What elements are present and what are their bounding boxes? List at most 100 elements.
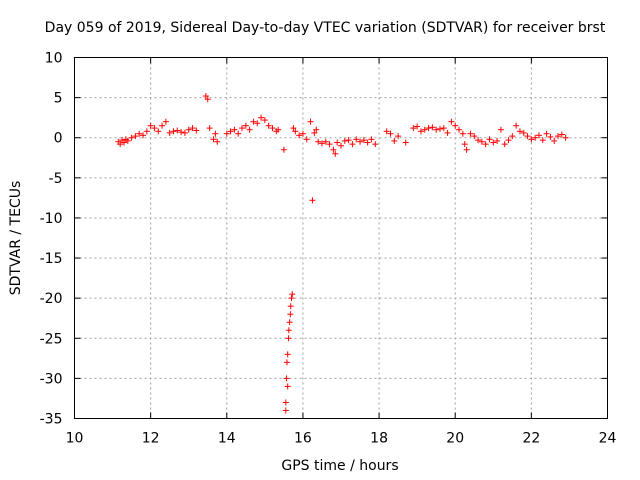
data-point	[395, 133, 402, 140]
data-point	[364, 139, 371, 146]
x-axis-title: GPS time / hours	[281, 458, 398, 474]
data-point	[185, 126, 192, 133]
data-point	[303, 136, 310, 143]
data-point	[497, 126, 504, 133]
y-tick-label: 5	[54, 91, 63, 107]
y-tick-label: -30	[40, 371, 63, 387]
data-point	[471, 133, 478, 140]
data-point	[505, 137, 512, 144]
data-point	[287, 311, 294, 318]
data-point	[284, 383, 291, 390]
data-point	[313, 126, 320, 133]
data-point	[250, 118, 257, 125]
data-point	[332, 150, 339, 157]
data-point	[490, 139, 497, 146]
data-point	[440, 125, 447, 132]
y-tick-label: -10	[40, 211, 63, 227]
data-point	[155, 128, 162, 135]
data-point	[246, 126, 253, 133]
data-point	[463, 146, 470, 153]
data-point	[287, 303, 294, 310]
x-tick-label: 22	[522, 431, 540, 447]
data-point	[482, 141, 489, 148]
data-point	[372, 141, 379, 148]
data-point	[299, 130, 306, 137]
data-point	[136, 130, 143, 137]
data-point	[326, 141, 333, 148]
data-point	[258, 114, 265, 121]
data-point	[283, 375, 290, 382]
data-point	[117, 141, 124, 148]
data-point	[282, 407, 289, 414]
data-point	[162, 118, 169, 125]
data-point	[275, 126, 282, 133]
data-point	[429, 124, 436, 131]
data-point	[269, 125, 276, 132]
data-point	[368, 136, 375, 143]
data-point	[410, 125, 417, 132]
data-point	[322, 138, 329, 145]
data-point	[436, 125, 443, 132]
data-point	[288, 295, 295, 302]
plot-frame	[74, 57, 608, 419]
data-point	[345, 137, 352, 144]
data-point	[212, 130, 219, 137]
data-point	[214, 138, 221, 145]
data-point	[280, 146, 287, 153]
data-point	[309, 197, 316, 204]
x-tick-label: 12	[142, 431, 160, 447]
data-point	[555, 133, 562, 140]
data-point	[307, 118, 314, 125]
axes: 10 12 14 16 18 20 22 24 10 5 0 -5 -10 -15 -20 -25 -30 -35	[40, 51, 617, 447]
data-point	[353, 136, 360, 143]
y-tick-label: 0	[54, 131, 63, 147]
data-point	[433, 126, 440, 133]
data-point	[467, 130, 474, 137]
data-point	[551, 137, 558, 144]
data-point	[414, 123, 421, 130]
data-point	[558, 131, 565, 138]
data-point	[282, 399, 289, 406]
data-point	[289, 291, 296, 298]
data-point	[349, 141, 356, 148]
data-point	[223, 130, 230, 137]
y-tick-label: -25	[40, 331, 63, 347]
data-point	[539, 137, 546, 144]
data-point	[193, 127, 200, 134]
data-point	[166, 129, 173, 136]
x-tick-label: 24	[599, 431, 617, 447]
x-tick-label: 16	[294, 431, 312, 447]
data-points	[115, 93, 569, 414]
data-point	[452, 122, 459, 129]
data-point	[290, 125, 297, 132]
data-point	[159, 122, 166, 129]
data-point	[204, 96, 211, 103]
data-point	[286, 319, 293, 326]
data-point	[357, 138, 364, 145]
data-point	[128, 134, 135, 141]
data-point	[124, 137, 131, 144]
y-tick-label: -20	[40, 291, 63, 307]
data-point	[383, 128, 390, 135]
data-point	[528, 136, 535, 143]
data-point	[421, 126, 428, 133]
data-point	[391, 137, 398, 144]
y-axis-title: SDTVAR / TECUs	[8, 181, 24, 296]
data-point	[334, 139, 341, 146]
data-point	[120, 139, 127, 146]
y-tick-label: -35	[40, 412, 63, 428]
data-point	[231, 126, 238, 133]
data-point	[524, 133, 531, 140]
data-point	[360, 137, 367, 144]
chart-title: Day 059 of 2019, Sidereal Day-to-day VTE…	[45, 20, 606, 36]
data-point	[486, 136, 493, 143]
data-point	[417, 128, 424, 135]
data-point	[174, 127, 181, 134]
data-point	[543, 130, 550, 137]
y-tick-label: -15	[40, 251, 63, 267]
data-point	[338, 142, 344, 149]
data-point	[501, 141, 508, 148]
data-point	[140, 132, 147, 139]
data-point	[494, 137, 501, 144]
